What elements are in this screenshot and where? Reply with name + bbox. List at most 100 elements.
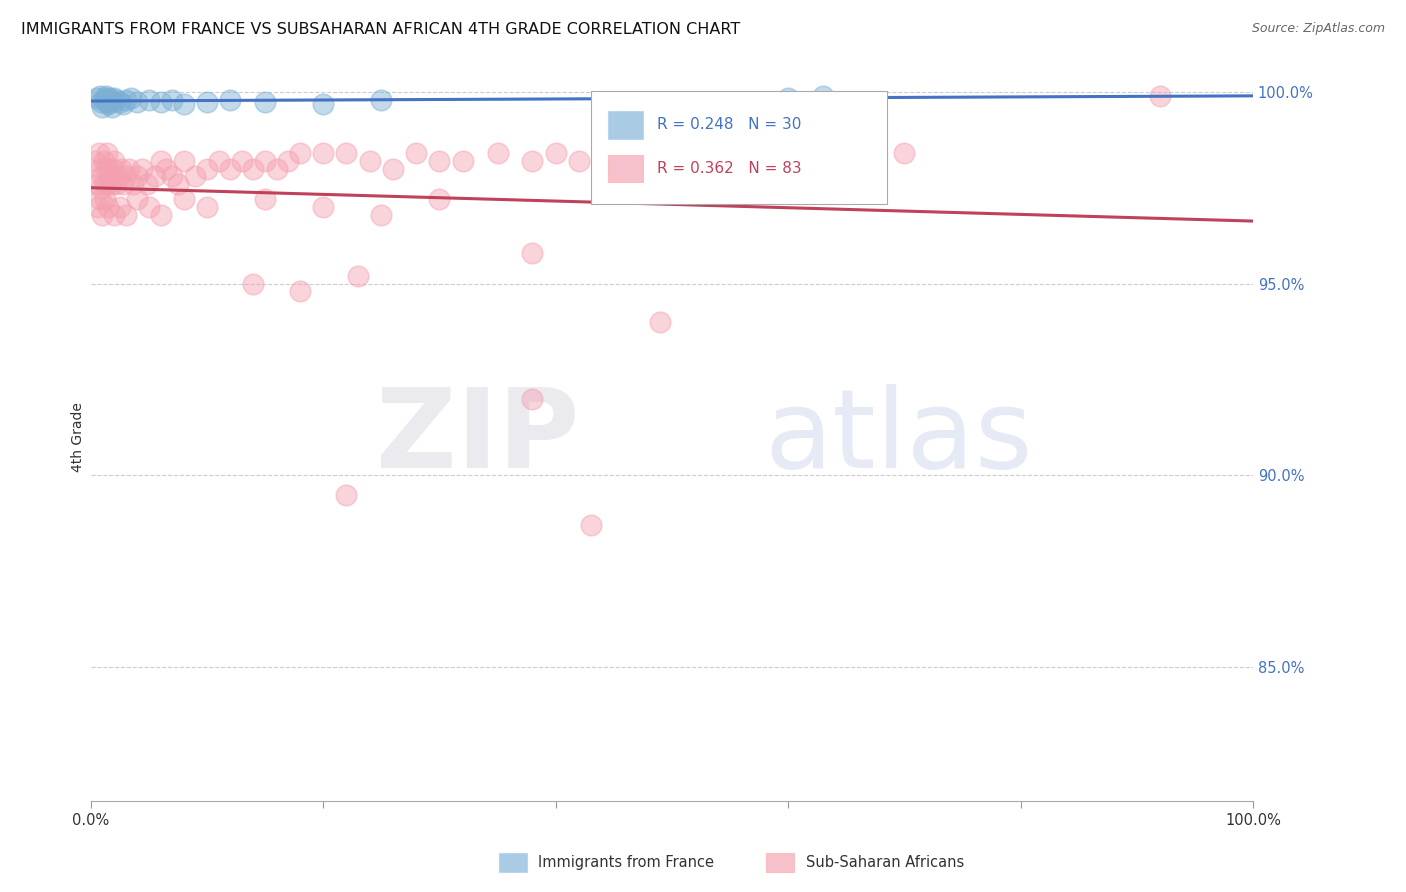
Point bbox=[173, 96, 195, 111]
Point bbox=[359, 154, 381, 169]
Text: IMMIGRANTS FROM FRANCE VS SUBSAHARAN AFRICAN 4TH GRADE CORRELATION CHART: IMMIGRANTS FROM FRANCE VS SUBSAHARAN AFR… bbox=[21, 22, 741, 37]
Point bbox=[160, 93, 183, 107]
Point bbox=[112, 177, 135, 191]
Point bbox=[405, 146, 427, 161]
Point bbox=[112, 96, 135, 111]
Point bbox=[312, 96, 335, 111]
Point bbox=[811, 89, 834, 103]
FancyBboxPatch shape bbox=[591, 91, 887, 204]
Point bbox=[207, 154, 229, 169]
Point bbox=[184, 169, 207, 184]
Point bbox=[100, 169, 122, 184]
Point bbox=[131, 161, 153, 176]
Point bbox=[89, 193, 111, 207]
Point bbox=[637, 146, 659, 161]
Point bbox=[579, 518, 602, 533]
Point bbox=[370, 93, 392, 107]
Point bbox=[97, 177, 120, 191]
Point bbox=[86, 91, 108, 105]
Point bbox=[347, 269, 370, 284]
Y-axis label: 4th Grade: 4th Grade bbox=[72, 402, 86, 472]
Point bbox=[835, 146, 858, 161]
Point bbox=[486, 146, 509, 161]
Point bbox=[522, 246, 544, 260]
Point bbox=[288, 285, 311, 299]
Point bbox=[89, 161, 111, 176]
Point bbox=[108, 95, 131, 109]
Point bbox=[568, 154, 591, 169]
Point bbox=[242, 161, 264, 176]
Point bbox=[103, 154, 125, 169]
Point bbox=[100, 177, 122, 191]
Text: Immigrants from France: Immigrants from France bbox=[538, 855, 714, 870]
Point bbox=[219, 93, 242, 107]
Point bbox=[335, 146, 357, 161]
Point bbox=[127, 193, 149, 207]
Point bbox=[87, 146, 110, 161]
Point bbox=[100, 95, 122, 109]
Point bbox=[100, 100, 122, 114]
Point bbox=[105, 177, 128, 191]
Point bbox=[195, 95, 218, 109]
Point bbox=[96, 146, 118, 161]
Point bbox=[160, 169, 183, 184]
Point bbox=[195, 161, 218, 176]
Point bbox=[155, 161, 177, 176]
Point bbox=[90, 95, 112, 109]
Point bbox=[544, 146, 567, 161]
Text: ZIP: ZIP bbox=[375, 384, 579, 491]
Point bbox=[522, 392, 544, 406]
Point bbox=[650, 315, 672, 329]
Point bbox=[118, 161, 141, 176]
Point bbox=[101, 161, 124, 176]
Point bbox=[127, 169, 149, 184]
Point bbox=[89, 89, 111, 103]
Point bbox=[149, 95, 172, 109]
Point bbox=[103, 208, 125, 222]
Point bbox=[312, 146, 335, 161]
Point bbox=[219, 161, 242, 176]
Point bbox=[93, 91, 115, 105]
Bar bbox=[607, 154, 643, 182]
Point bbox=[522, 154, 544, 169]
Text: atlas: atlas bbox=[765, 384, 1033, 491]
Point bbox=[91, 100, 114, 114]
Point bbox=[98, 161, 121, 176]
Point bbox=[97, 96, 120, 111]
Point bbox=[173, 193, 195, 207]
Point bbox=[110, 161, 132, 176]
Point bbox=[114, 93, 136, 107]
Point bbox=[105, 93, 128, 107]
Point bbox=[429, 193, 451, 207]
Point bbox=[93, 93, 115, 107]
Point bbox=[91, 208, 114, 222]
Text: Source: ZipAtlas.com: Source: ZipAtlas.com bbox=[1251, 22, 1385, 36]
Point bbox=[167, 177, 190, 191]
Point bbox=[94, 161, 117, 176]
Point bbox=[603, 146, 626, 161]
Point bbox=[254, 154, 277, 169]
Text: R = 0.248   N = 30: R = 0.248 N = 30 bbox=[657, 117, 801, 132]
Point bbox=[266, 161, 288, 176]
Point bbox=[93, 177, 115, 191]
Bar bbox=[607, 111, 643, 138]
Point bbox=[254, 193, 277, 207]
Point bbox=[93, 154, 115, 169]
Point bbox=[231, 154, 253, 169]
Point bbox=[97, 200, 120, 214]
Point bbox=[91, 169, 114, 184]
Point bbox=[312, 200, 335, 214]
Point bbox=[121, 177, 143, 191]
Point bbox=[1149, 89, 1171, 103]
Point bbox=[335, 487, 357, 501]
Point bbox=[429, 154, 451, 169]
Point bbox=[108, 200, 131, 214]
Point bbox=[173, 154, 195, 169]
Point bbox=[93, 193, 115, 207]
Point bbox=[135, 177, 157, 191]
Point bbox=[778, 91, 800, 105]
Point bbox=[107, 169, 129, 184]
Point bbox=[451, 154, 474, 169]
Point bbox=[242, 277, 264, 291]
Point bbox=[103, 91, 125, 105]
